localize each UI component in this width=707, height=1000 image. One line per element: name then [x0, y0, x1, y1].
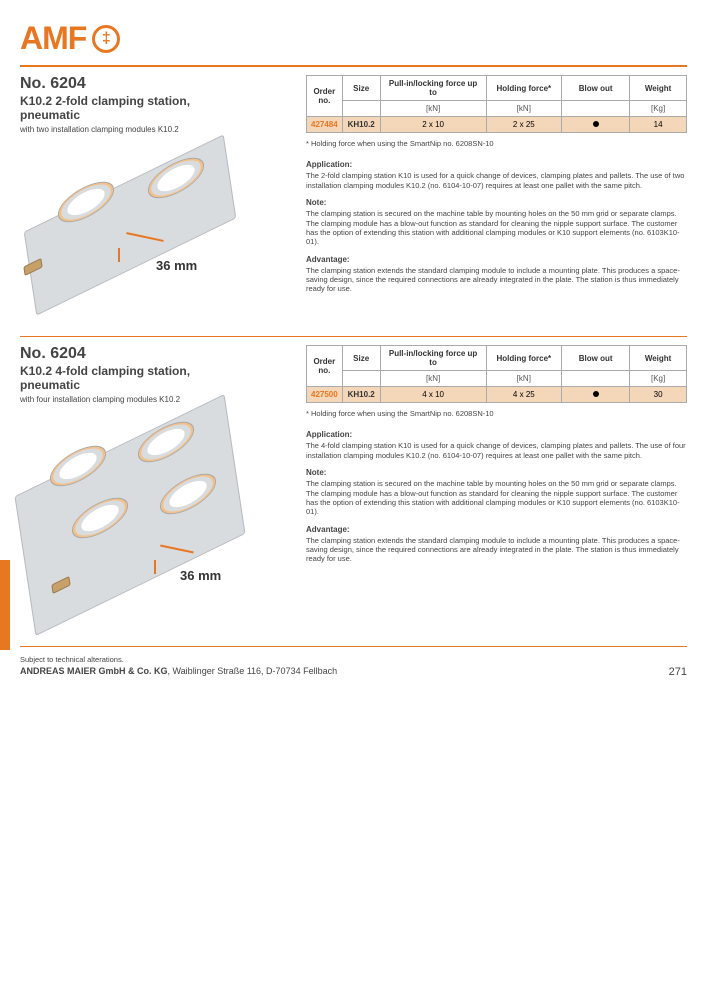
cell-blowout	[562, 387, 630, 403]
product-title-line1: K10.2 2-fold clamping station,	[20, 94, 190, 108]
page-footer: Subject to technical alterations. ANDREA…	[20, 646, 687, 677]
th-size: Size	[342, 346, 380, 371]
plate-shape	[24, 134, 237, 315]
cell-weight: 14	[630, 117, 687, 133]
product-title-line2: pneumatic	[20, 108, 80, 122]
dimension-line	[118, 248, 120, 262]
plate-shape	[14, 394, 245, 636]
unit-cell: [kN]	[486, 101, 562, 117]
cell-pullin: 2 x 10	[380, 117, 486, 133]
brand-logo-text: AMF	[20, 20, 86, 57]
unit-cell: [Kg]	[630, 371, 687, 387]
unit-cell	[562, 101, 630, 117]
spec-table: Order no. Size Pull-in/locking force up …	[306, 75, 687, 133]
cell-size: KH10.2	[342, 117, 380, 133]
th-orderno: Order no.	[307, 346, 343, 387]
product-title: K10.2 4-fold clamping station, pneumatic	[20, 365, 292, 393]
page-number: 271	[669, 666, 687, 678]
th-weight: Weight	[630, 76, 687, 101]
brand-logo-icon-glyph: ‡	[102, 30, 111, 48]
product-subtitle: with two installation clamping modules K…	[20, 125, 292, 134]
footer-company-name: ANDREAS MAIER GmbH & Co. KG	[20, 666, 168, 676]
dot-icon	[593, 391, 599, 397]
divider-mid	[20, 336, 687, 338]
dimension-label: 36 mm	[156, 258, 197, 273]
footer-company-address: , Waiblinger Straße 116, D-70734 Fellbac…	[168, 666, 338, 676]
th-orderno: Order no.	[307, 76, 343, 117]
cell-size: KH10.2	[342, 387, 380, 403]
brand-logo-icon: ‡	[92, 25, 120, 53]
product-image: 36 mm	[20, 140, 280, 300]
right-sections: Application: The 4-fold clamping station…	[306, 430, 687, 563]
right-sections: Application: The 2-fold clamping station…	[306, 160, 687, 293]
product-number: No. 6204	[20, 345, 292, 363]
dimension-label: 36 mm	[180, 568, 221, 583]
cell-holding: 4 x 25	[486, 387, 562, 403]
unit-cell	[342, 371, 380, 387]
cell-orderno[interactable]: 427500	[307, 387, 343, 403]
cell-blowout	[562, 117, 630, 133]
th-blowout: Blow out	[562, 76, 630, 101]
th-weight: Weight	[630, 346, 687, 371]
unit-cell: [kN]	[380, 371, 486, 387]
footer-company: ANDREAS MAIER GmbH & Co. KG, Waiblinger …	[20, 666, 687, 676]
note-star: * Holding force when using the SmartNip …	[306, 139, 687, 148]
th-holding: Holding force*	[486, 346, 562, 371]
brand-logo: AMF ‡	[20, 20, 687, 57]
unit-cell	[342, 101, 380, 117]
section-head-advantage: Advantage:	[306, 255, 687, 264]
product-left-col: No. 6204 K10.2 2-fold clamping station, …	[20, 75, 292, 306]
section-body-application: The 4-fold clamping station K10 is used …	[306, 441, 687, 460]
unit-cell	[562, 371, 630, 387]
divider-bottom	[20, 646, 687, 648]
section-body-note: The clamping station is secured on the m…	[306, 209, 687, 247]
cell-holding: 2 x 25	[486, 117, 562, 133]
section-body-application: The 2-fold clamping station K10 is used …	[306, 171, 687, 190]
unit-cell: [kN]	[380, 101, 486, 117]
section-head-application: Application:	[306, 430, 687, 439]
footer-disclaimer: Subject to technical alterations.	[20, 655, 687, 664]
section-head-application: Application:	[306, 160, 687, 169]
section-head-note: Note:	[306, 468, 687, 477]
th-size: Size	[342, 76, 380, 101]
side-category-tab-label: K10.2	[10, 558, 19, 648]
table-header-row: Order no. Size Pull-in/locking force up …	[307, 346, 687, 371]
product-image: 36 mm	[20, 410, 280, 610]
cell-pullin: 4 x 10	[380, 387, 486, 403]
section-body-advantage: The clamping station extends the standar…	[306, 536, 687, 564]
section-head-note: Note:	[306, 198, 687, 207]
product-title: K10.2 2-fold clamping station, pneumatic	[20, 95, 292, 123]
side-category-tab: K10.2	[0, 560, 10, 650]
note-star: * Holding force when using the SmartNip …	[306, 409, 687, 418]
section-body-advantage: The clamping station extends the standar…	[306, 266, 687, 294]
product-number: No. 6204	[20, 75, 292, 93]
product-block: No. 6204 K10.2 2-fold clamping station, …	[20, 75, 687, 306]
product-right-col: Order no. Size Pull-in/locking force up …	[306, 75, 687, 306]
th-blowout: Blow out	[562, 346, 630, 371]
cell-weight: 30	[630, 387, 687, 403]
unit-cell: [Kg]	[630, 101, 687, 117]
cell-orderno[interactable]: 427484	[307, 117, 343, 133]
th-pullin: Pull-in/locking force up to	[380, 76, 486, 101]
table-unit-row: [kN] [kN] [Kg]	[307, 101, 687, 117]
section-head-advantage: Advantage:	[306, 525, 687, 534]
spec-table: Order no. Size Pull-in/locking force up …	[306, 345, 687, 403]
table-data-row: 427484 KH10.2 2 x 10 2 x 25 14	[307, 117, 687, 133]
product-subtitle: with four installation clamping modules …	[20, 395, 292, 404]
section-body-note: The clamping station is secured on the m…	[306, 479, 687, 517]
th-pullin: Pull-in/locking force up to	[380, 346, 486, 371]
table-unit-row: [kN] [kN] [Kg]	[307, 371, 687, 387]
dimension-line	[154, 560, 156, 574]
product-title-line1: K10.2 4-fold clamping station,	[20, 364, 190, 378]
th-holding: Holding force*	[486, 76, 562, 101]
table-data-row: 427500 KH10.2 4 x 10 4 x 25 30	[307, 387, 687, 403]
unit-cell: [kN]	[486, 371, 562, 387]
product-left-col: No. 6204 K10.2 4-fold clamping station, …	[20, 345, 292, 616]
product-title-line2: pneumatic	[20, 378, 80, 392]
product-right-col: Order no. Size Pull-in/locking force up …	[306, 345, 687, 616]
divider-top	[20, 65, 687, 67]
dot-icon	[593, 121, 599, 127]
product-block: No. 6204 K10.2 4-fold clamping station, …	[20, 345, 687, 616]
table-header-row: Order no. Size Pull-in/locking force up …	[307, 76, 687, 101]
